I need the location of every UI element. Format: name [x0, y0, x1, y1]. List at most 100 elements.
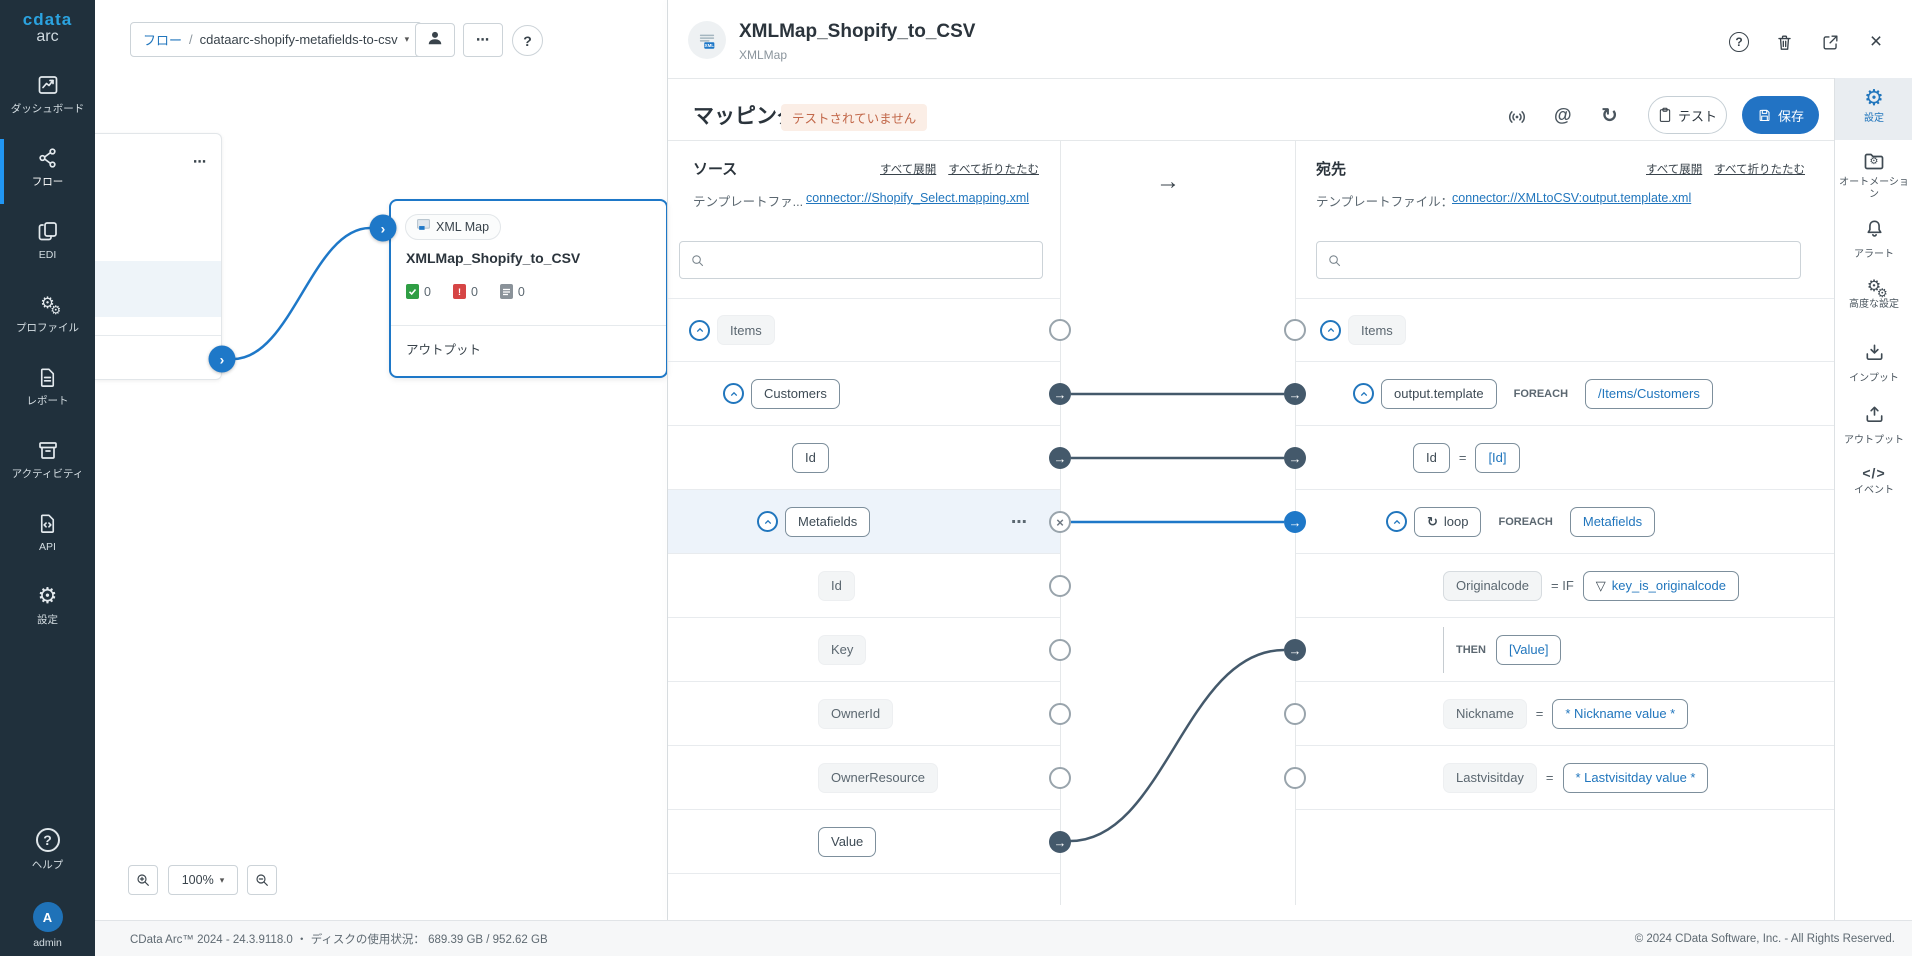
- user-access-button[interactable]: [415, 23, 455, 57]
- node-chip[interactable]: Value: [818, 826, 877, 857]
- sidebar-user[interactable]: A admin: [0, 902, 95, 949]
- tree-row-output-template[interactable]: output.template FOREACH /Items/Customers: [1296, 362, 1834, 426]
- node-chip[interactable]: Originalcode: [1443, 570, 1542, 601]
- dest-port-items[interactable]: [1284, 319, 1306, 341]
- node-chip[interactable]: Id: [818, 570, 855, 601]
- rightbar-item-events[interactable]: </> イベント: [1835, 456, 1912, 518]
- tree-row-originalcode[interactable]: Originalcode = IF ▽ key_is_originalcode: [1296, 554, 1834, 618]
- dest-template-link[interactable]: connector://XMLtoCSV:output.template.xml: [1452, 191, 1692, 205]
- collapse-icon[interactable]: [723, 383, 744, 404]
- dest-search[interactable]: [1316, 241, 1801, 279]
- sidebar-item-edi[interactable]: EDI: [0, 208, 95, 281]
- collapse-icon[interactable]: [757, 511, 778, 532]
- zoom-in-button[interactable]: [128, 865, 158, 895]
- source-port-ownerid[interactable]: [1049, 703, 1071, 725]
- collapse-icon[interactable]: [689, 319, 710, 341]
- source-template-link[interactable]: connector://Shopify_Select.mapping.xml: [806, 191, 1030, 205]
- sidebar-item-activity[interactable]: アクティビティ: [0, 427, 95, 500]
- sidebar-item-flows[interactable]: フロー: [0, 135, 95, 208]
- connector-out-port[interactable]: ›: [208, 345, 236, 373]
- node-chip[interactable]: Items: [1348, 315, 1406, 345]
- tree-row-items[interactable]: Items: [1296, 298, 1834, 362]
- dest-port-nickname[interactable]: [1284, 703, 1306, 725]
- foreach-value-chip[interactable]: /Items/Customers: [1585, 378, 1713, 409]
- open-external-button[interactable]: [1818, 30, 1842, 54]
- save-button[interactable]: 保存: [1742, 96, 1819, 134]
- dest-port-then[interactable]: →: [1284, 639, 1306, 661]
- tree-row-nickname[interactable]: Nickname = * Nickname value *: [1296, 682, 1834, 746]
- tree-row-loop[interactable]: ↻ loop FOREACH Metafields: [1296, 490, 1834, 554]
- value-chip[interactable]: [Id]: [1475, 442, 1520, 473]
- collapse-icon[interactable]: [1320, 319, 1341, 341]
- node-chip[interactable]: Id: [1413, 442, 1450, 473]
- source-search[interactable]: [679, 241, 1043, 279]
- tree-row-ownerresource[interactable]: OwnerResource: [668, 746, 1060, 810]
- expand-all-link[interactable]: すべて展開: [1646, 164, 1703, 176]
- node-chip[interactable]: OwnerId: [818, 698, 894, 729]
- tree-row-lastvisitday[interactable]: Lastvisitday = * Lastvisitday value *: [1296, 746, 1834, 810]
- source-port-value[interactable]: →: [1049, 831, 1071, 853]
- collapse-all-link[interactable]: すべて折りたたむ: [1714, 164, 1805, 176]
- success-count[interactable]: 0: [406, 284, 431, 299]
- sidebar-item-profiles[interactable]: ⚙ ⚙ プロファイル: [0, 281, 95, 354]
- tree-row-metafields[interactable]: Metafields ⋯: [668, 490, 1060, 554]
- sidebar-item-api[interactable]: API: [0, 500, 95, 573]
- collapse-all-link[interactable]: すべて折りたたむ: [948, 164, 1039, 176]
- tree-row-customers[interactable]: Customers: [668, 362, 1060, 426]
- value-chip[interactable]: * Nickname value *: [1552, 698, 1689, 729]
- source-port-customers[interactable]: →: [1049, 383, 1071, 405]
- sidebar-item-settings[interactable]: ⚙ 設定: [0, 573, 95, 646]
- tree-row-value[interactable]: Value: [668, 810, 1060, 874]
- source-port-id2[interactable]: [1049, 575, 1071, 597]
- node-chip[interactable]: Items: [717, 315, 775, 345]
- loop-chip[interactable]: ↻ loop: [1414, 506, 1482, 537]
- dest-port-output-template[interactable]: →: [1284, 383, 1306, 405]
- tree-row-items[interactable]: Items: [668, 298, 1060, 362]
- sidebar-item-dashboard[interactable]: ダッシュボード: [0, 62, 95, 135]
- panel-help-button[interactable]: ?: [1729, 32, 1749, 52]
- node-chip[interactable]: Lastvisitday: [1443, 762, 1537, 793]
- partial-connector-card[interactable]: ⋯: [95, 133, 222, 380]
- test-button[interactable]: テスト: [1648, 96, 1727, 134]
- flow-more-button[interactable]: ⋯: [463, 23, 503, 57]
- tree-row-key[interactable]: Key: [668, 618, 1060, 682]
- source-port-metafields-remove[interactable]: ×: [1049, 511, 1071, 533]
- xmlmap-node[interactable]: XML Map XMLMap_Shopify_to_CSV 0 ! 0 0 アウ…: [389, 199, 668, 378]
- tree-row-id2[interactable]: Id: [668, 554, 1060, 618]
- rightbar-item-input[interactable]: インプット: [1835, 332, 1912, 394]
- node-output-label[interactable]: アウトプット: [406, 343, 482, 357]
- tree-row-ownerid[interactable]: OwnerId: [668, 682, 1060, 746]
- source-port-key[interactable]: [1049, 639, 1071, 661]
- dest-port-id[interactable]: →: [1284, 447, 1306, 469]
- rightbar-item-settings[interactable]: ⚙ 設定: [1835, 78, 1912, 140]
- tree-row-then[interactable]: THEN [Value]: [1296, 618, 1834, 682]
- broadcast-button[interactable]: [1506, 106, 1528, 133]
- filter-chip[interactable]: ▽ key_is_originalcode: [1582, 570, 1739, 601]
- node-chip[interactable]: Metafields: [785, 506, 871, 537]
- sidebar-help[interactable]: ? ヘルプ: [0, 828, 95, 872]
- expand-all-link[interactable]: すべて展開: [880, 164, 937, 176]
- node-chip[interactable]: Customers: [751, 378, 840, 409]
- error-count[interactable]: ! 0: [452, 284, 478, 299]
- source-port-ownerresource[interactable]: [1049, 767, 1071, 789]
- sidebar-item-reports[interactable]: レポート: [0, 354, 95, 427]
- collapse-icon[interactable]: [1353, 383, 1374, 404]
- source-search-input[interactable]: [713, 251, 1032, 269]
- collapse-icon[interactable]: [1386, 511, 1407, 532]
- close-panel-button[interactable]: ×: [1864, 30, 1888, 54]
- rightbar-item-alerts[interactable]: アラート: [1835, 208, 1912, 270]
- value-chip[interactable]: * Lastvisitday value *: [1562, 762, 1709, 793]
- foreach-value-chip[interactable]: Metafields: [1569, 506, 1656, 537]
- rightbar-item-output[interactable]: アウトプット: [1835, 394, 1912, 456]
- node-chip[interactable]: OwnerResource: [818, 762, 938, 793]
- zoom-out-button[interactable]: [247, 865, 277, 895]
- source-port-id[interactable]: →: [1049, 447, 1071, 469]
- tree-row-id-mapping[interactable]: Id = [Id]: [1296, 426, 1834, 490]
- node-chip[interactable]: Id: [792, 442, 829, 473]
- node-in-port[interactable]: ›: [369, 214, 397, 242]
- node-chip[interactable]: output.template: [1381, 378, 1497, 409]
- value-chip[interactable]: [Value]: [1495, 634, 1562, 665]
- alias-button[interactable]: @: [1554, 105, 1572, 126]
- dest-search-input[interactable]: [1350, 251, 1790, 269]
- flow-canvas[interactable]: フロー / cdataarc-shopify-metafields-to-csv…: [95, 0, 668, 920]
